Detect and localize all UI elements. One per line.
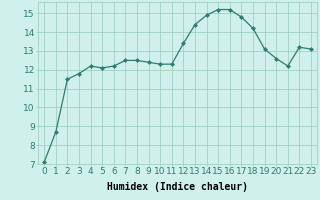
X-axis label: Humidex (Indice chaleur): Humidex (Indice chaleur) [107,182,248,192]
